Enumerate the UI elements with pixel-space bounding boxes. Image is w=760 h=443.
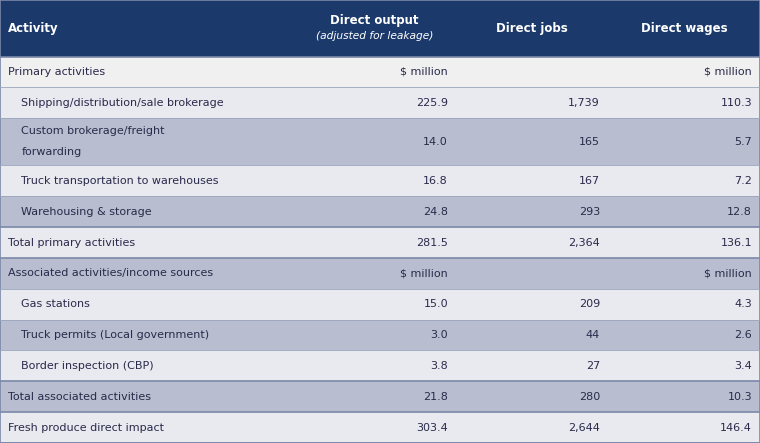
Text: 16.8: 16.8 (423, 176, 448, 186)
Text: 7.2: 7.2 (734, 176, 752, 186)
Text: 225.9: 225.9 (416, 98, 448, 108)
Text: forwarding: forwarding (21, 147, 81, 157)
Text: 281.5: 281.5 (416, 237, 448, 248)
Text: Truck permits (Local government): Truck permits (Local government) (21, 330, 210, 340)
Text: Shipping/distribution/sale brokerage: Shipping/distribution/sale brokerage (21, 98, 224, 108)
Text: 2,364: 2,364 (568, 237, 600, 248)
Bar (0, 412, 760, 443)
Text: 293: 293 (579, 207, 600, 217)
Bar (0, 289, 760, 320)
Text: (adjusted for leakage): (adjusted for leakage) (315, 31, 433, 41)
Text: Associated activities/income sources: Associated activities/income sources (8, 268, 213, 278)
Text: $ million: $ million (705, 268, 752, 278)
Text: 280: 280 (579, 392, 600, 402)
Text: 3.0: 3.0 (430, 330, 448, 340)
Text: Total associated activities: Total associated activities (8, 392, 151, 402)
Text: 3.8: 3.8 (430, 361, 448, 371)
Text: Truck transportation to warehouses: Truck transportation to warehouses (21, 176, 219, 186)
Text: Direct wages: Direct wages (641, 22, 727, 35)
Text: 12.8: 12.8 (727, 207, 752, 217)
Text: $ million: $ million (401, 268, 448, 278)
Text: 1,739: 1,739 (568, 98, 600, 108)
Bar (0, 166, 760, 196)
Text: 15.0: 15.0 (423, 299, 448, 309)
Text: 165: 165 (579, 137, 600, 147)
Bar (0, 196, 760, 227)
Text: Custom brokerage/freight: Custom brokerage/freight (21, 126, 165, 136)
Text: 110.3: 110.3 (720, 98, 752, 108)
Text: 146.4: 146.4 (720, 423, 752, 432)
Bar (0, 118, 760, 166)
Bar (0, 0, 760, 57)
Bar (0, 320, 760, 350)
Text: $ million: $ million (401, 67, 448, 77)
Text: 24.8: 24.8 (423, 207, 448, 217)
Bar (0, 227, 760, 258)
Text: 14.0: 14.0 (423, 137, 448, 147)
Bar (0, 87, 760, 118)
Text: 44: 44 (586, 330, 600, 340)
Text: 209: 209 (579, 299, 600, 309)
Text: Warehousing & storage: Warehousing & storage (21, 207, 152, 217)
Text: Gas stations: Gas stations (21, 299, 90, 309)
Bar (0, 258, 760, 289)
Text: $ million: $ million (705, 67, 752, 77)
Text: Direct jobs: Direct jobs (496, 22, 568, 35)
Text: Activity: Activity (8, 22, 59, 35)
Text: 10.3: 10.3 (727, 392, 752, 402)
Text: Fresh produce direct impact: Fresh produce direct impact (8, 423, 164, 432)
Text: 2,644: 2,644 (568, 423, 600, 432)
Text: Total primary activities: Total primary activities (8, 237, 135, 248)
Text: 2.6: 2.6 (734, 330, 752, 340)
Bar (0, 350, 760, 381)
Text: 4.3: 4.3 (734, 299, 752, 309)
Bar (0, 57, 760, 87)
Text: 21.8: 21.8 (423, 392, 448, 402)
Text: 27: 27 (586, 361, 600, 371)
Text: 303.4: 303.4 (416, 423, 448, 432)
Text: 3.4: 3.4 (734, 361, 752, 371)
Text: 167: 167 (579, 176, 600, 186)
Text: Border inspection (CBP): Border inspection (CBP) (21, 361, 154, 371)
Bar (0, 381, 760, 412)
Text: 136.1: 136.1 (720, 237, 752, 248)
Text: Direct output: Direct output (330, 15, 419, 27)
Text: 5.7: 5.7 (734, 137, 752, 147)
Text: Primary activities: Primary activities (8, 67, 105, 77)
